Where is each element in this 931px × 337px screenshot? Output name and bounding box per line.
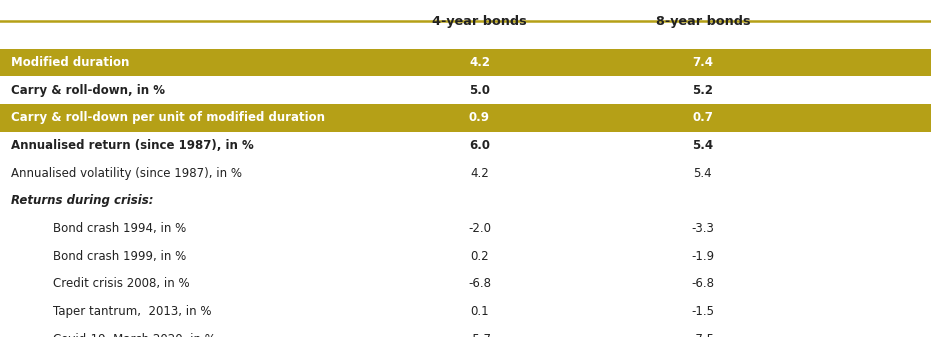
Text: -6.8: -6.8 <box>468 277 491 290</box>
Text: 5.2: 5.2 <box>693 84 713 97</box>
Text: Carry & roll-down, in %: Carry & roll-down, in % <box>11 84 165 97</box>
Text: Bond crash 1994, in %: Bond crash 1994, in % <box>53 222 186 235</box>
Text: Returns during crisis:: Returns during crisis: <box>11 194 154 207</box>
Text: -5.7: -5.7 <box>468 333 491 337</box>
Text: 4-year bonds: 4-year bonds <box>432 16 527 28</box>
Text: Annualised volatility (since 1987), in %: Annualised volatility (since 1987), in % <box>11 167 242 180</box>
FancyBboxPatch shape <box>0 49 931 76</box>
Text: -2.0: -2.0 <box>468 222 491 235</box>
Text: 8-year bonds: 8-year bonds <box>655 16 750 28</box>
Text: 0.9: 0.9 <box>469 112 490 124</box>
Text: -6.8: -6.8 <box>692 277 714 290</box>
Text: 7.4: 7.4 <box>693 56 713 69</box>
Text: -1.5: -1.5 <box>692 305 714 318</box>
Text: 5.0: 5.0 <box>469 84 490 97</box>
Text: 0.2: 0.2 <box>470 250 489 263</box>
Text: -3.3: -3.3 <box>692 222 714 235</box>
Text: Taper tantrum,  2013, in %: Taper tantrum, 2013, in % <box>53 305 211 318</box>
Text: Bond crash 1999, in %: Bond crash 1999, in % <box>53 250 186 263</box>
Text: -7.5: -7.5 <box>692 333 714 337</box>
Text: -1.9: -1.9 <box>692 250 714 263</box>
Text: Modified duration: Modified duration <box>11 56 129 69</box>
Text: 0.1: 0.1 <box>470 305 489 318</box>
FancyBboxPatch shape <box>0 104 931 132</box>
Text: 5.4: 5.4 <box>694 167 712 180</box>
Text: Covid-19, March 2020, in %: Covid-19, March 2020, in % <box>53 333 216 337</box>
Text: 5.4: 5.4 <box>693 139 713 152</box>
Text: 4.2: 4.2 <box>470 167 489 180</box>
Text: Annualised return (since 1987), in %: Annualised return (since 1987), in % <box>11 139 254 152</box>
Text: Credit crisis 2008, in %: Credit crisis 2008, in % <box>53 277 190 290</box>
Text: 6.0: 6.0 <box>469 139 490 152</box>
Text: 4.2: 4.2 <box>469 56 490 69</box>
Text: Carry & roll-down per unit of modified duration: Carry & roll-down per unit of modified d… <box>11 112 325 124</box>
Text: 0.7: 0.7 <box>693 112 713 124</box>
